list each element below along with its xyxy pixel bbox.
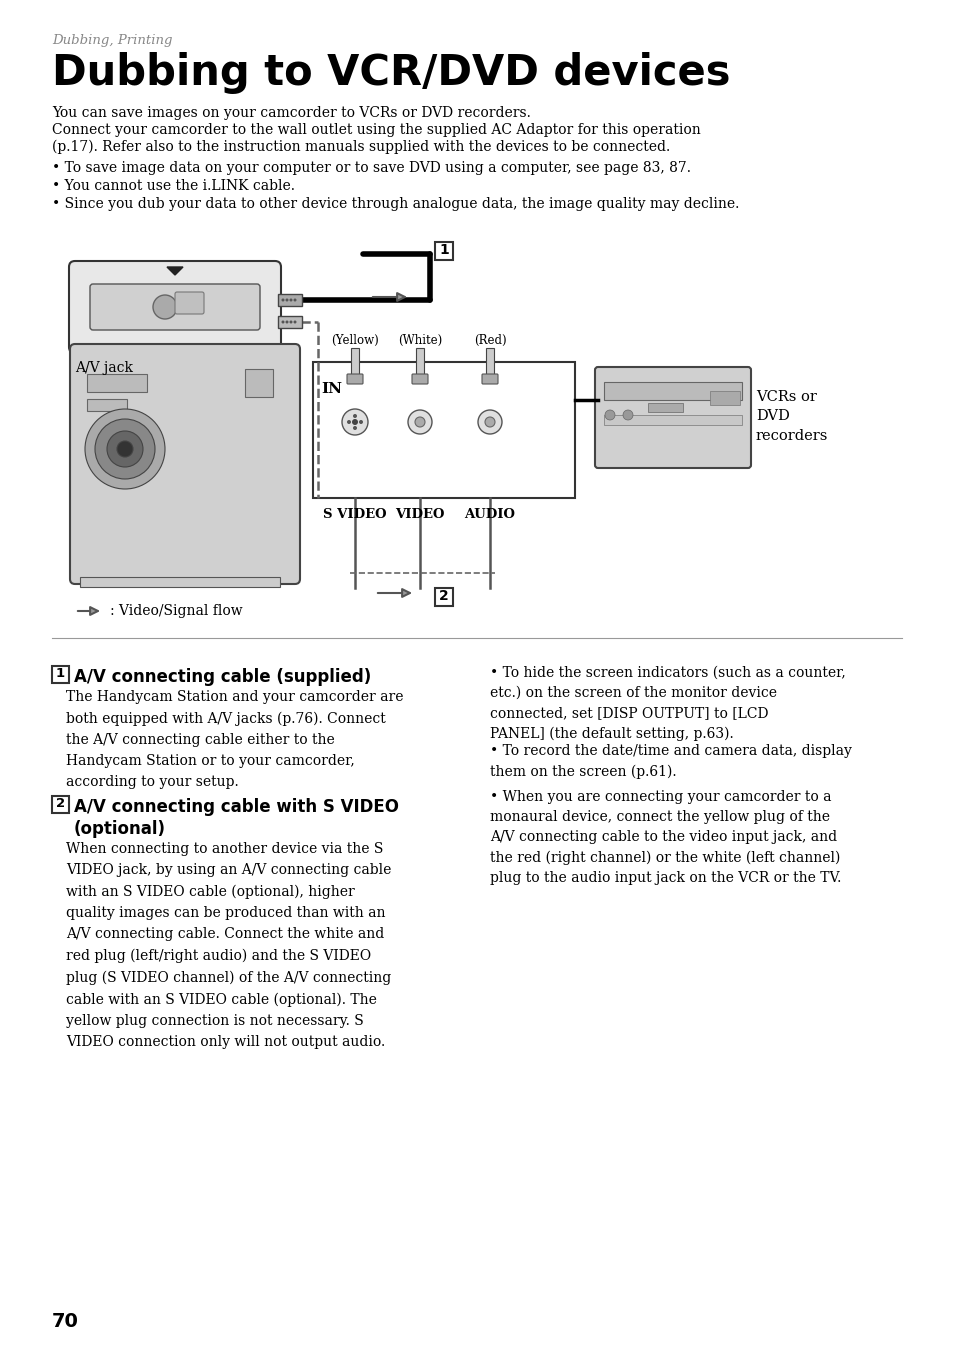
Bar — [709, 391, 740, 404]
Bar — [80, 577, 280, 588]
FancyBboxPatch shape — [69, 261, 281, 353]
Text: VIDEO: VIDEO — [395, 508, 444, 521]
Circle shape — [152, 294, 177, 319]
Bar — [87, 375, 147, 392]
Circle shape — [107, 432, 143, 467]
Text: A/V connecting cable (supplied): A/V connecting cable (supplied) — [74, 668, 371, 687]
Bar — [603, 383, 741, 400]
Circle shape — [604, 410, 615, 421]
Circle shape — [358, 421, 363, 423]
Bar — [245, 369, 273, 398]
Text: • You cannot use the i.LINK cable.: • You cannot use the i.LINK cable. — [52, 179, 294, 193]
Text: A/V connecting cable with S VIDEO
(optional): A/V connecting cable with S VIDEO (optio… — [74, 798, 398, 839]
Text: AUDIO: AUDIO — [464, 508, 515, 521]
FancyBboxPatch shape — [277, 316, 302, 328]
Text: : Video/Signal flow: : Video/Signal flow — [110, 604, 242, 617]
Circle shape — [285, 320, 288, 323]
FancyBboxPatch shape — [347, 375, 363, 384]
Bar — [603, 415, 741, 425]
Circle shape — [281, 299, 284, 301]
Bar — [351, 347, 358, 379]
Text: IN: IN — [320, 383, 341, 396]
Circle shape — [415, 417, 424, 427]
Circle shape — [289, 299, 293, 301]
Text: 70: 70 — [52, 1312, 79, 1331]
Text: • Since you dub your data to other device through analogue data, the image quali: • Since you dub your data to other devic… — [52, 197, 739, 210]
Text: When connecting to another device via the S
VIDEO jack, by using an A/V connecti: When connecting to another device via th… — [66, 841, 391, 1049]
Circle shape — [285, 299, 288, 301]
Text: 1: 1 — [56, 668, 65, 680]
Text: (Red): (Red) — [474, 334, 506, 347]
Bar — [435, 588, 453, 607]
Circle shape — [281, 320, 284, 323]
Text: Connect your camcorder to the wall outlet using the supplied AC Adaptor for this: Connect your camcorder to the wall outle… — [52, 123, 700, 137]
Circle shape — [294, 320, 296, 323]
FancyBboxPatch shape — [412, 375, 428, 384]
Text: • To save image data on your computer or to save DVD using a computer, see page : • To save image data on your computer or… — [52, 161, 690, 175]
Bar — [52, 797, 69, 813]
Text: 1: 1 — [438, 243, 449, 256]
Circle shape — [347, 421, 351, 423]
Text: You can save images on your camcorder to VCRs or DVD recorders.: You can save images on your camcorder to… — [52, 106, 530, 119]
Text: • To record the date/time and camera data, display
them on the screen (p.61).: • To record the date/time and camera dat… — [490, 744, 851, 779]
Circle shape — [117, 441, 132, 457]
Circle shape — [484, 417, 495, 427]
FancyBboxPatch shape — [481, 375, 497, 384]
FancyBboxPatch shape — [595, 366, 750, 468]
Text: (p.17). Refer also to the instruction manuals supplied with the devices to be co: (p.17). Refer also to the instruction ma… — [52, 140, 670, 155]
Circle shape — [353, 426, 356, 430]
Circle shape — [408, 410, 432, 434]
Circle shape — [294, 299, 296, 301]
Bar — [485, 347, 494, 379]
Circle shape — [341, 408, 368, 436]
Bar — [416, 347, 423, 379]
Polygon shape — [167, 267, 183, 275]
Text: (Yellow): (Yellow) — [331, 334, 378, 347]
Bar — [52, 666, 69, 683]
Circle shape — [353, 414, 356, 418]
Text: S VIDEO: S VIDEO — [323, 508, 386, 521]
Text: Dubbing, Printing: Dubbing, Printing — [52, 34, 172, 47]
Text: 2: 2 — [438, 589, 449, 603]
Circle shape — [622, 410, 633, 421]
Text: 2: 2 — [56, 797, 65, 810]
FancyBboxPatch shape — [174, 292, 204, 313]
Bar — [647, 403, 682, 413]
Text: (White): (White) — [397, 334, 441, 347]
Text: VCRs or
DVD
recorders: VCRs or DVD recorders — [755, 389, 827, 442]
FancyBboxPatch shape — [70, 345, 299, 584]
Text: A/V jack: A/V jack — [75, 361, 132, 375]
Circle shape — [289, 320, 293, 323]
Bar — [313, 362, 575, 498]
Text: The Handycam Station and your camcorder are
both equipped with A/V jacks (p.76).: The Handycam Station and your camcorder … — [66, 689, 403, 790]
FancyBboxPatch shape — [90, 284, 260, 330]
Circle shape — [352, 419, 357, 425]
Circle shape — [95, 419, 154, 479]
Bar — [87, 399, 127, 411]
Text: • To hide the screen indicators (such as a counter,
etc.) on the screen of the m: • To hide the screen indicators (such as… — [490, 666, 845, 741]
Circle shape — [477, 410, 501, 434]
FancyBboxPatch shape — [277, 294, 302, 305]
Text: • When you are connecting your camcorder to a
monaural device, connect the yello: • When you are connecting your camcorder… — [490, 790, 841, 885]
Circle shape — [85, 408, 165, 489]
Text: Dubbing to VCR/DVD devices: Dubbing to VCR/DVD devices — [52, 52, 730, 94]
Bar — [435, 242, 453, 261]
